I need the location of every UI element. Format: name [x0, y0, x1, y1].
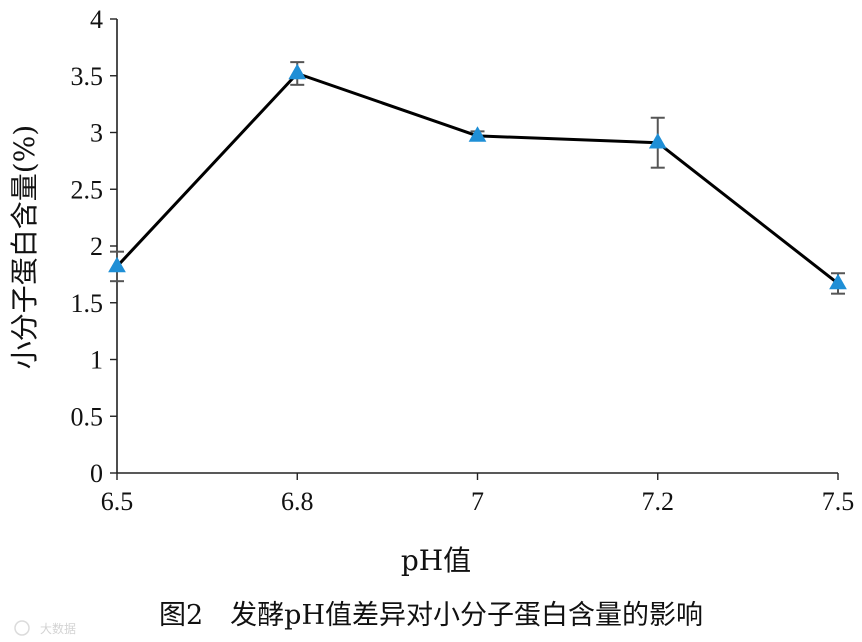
- x-tick-label: 6.5: [101, 487, 134, 516]
- data-point-marker: [288, 63, 307, 80]
- data-point-marker: [648, 133, 667, 149]
- x-tick-label: 6.8: [281, 487, 314, 516]
- y-tick-label: 3.5: [71, 62, 104, 91]
- watermark: 大数据: [14, 620, 76, 636]
- x-tick-label: 7.5: [822, 487, 855, 516]
- y-tick-label: 4: [90, 5, 103, 34]
- error-bar-group: [110, 61, 845, 295]
- data-point-marker: [829, 273, 847, 290]
- y-tick-label: 0.5: [71, 402, 104, 431]
- y-axis-title: 小分子蛋白含量(%): [8, 125, 41, 369]
- y-tick-label: 3: [90, 119, 103, 148]
- y-tick-label: 2.5: [71, 175, 104, 204]
- data-marker-group: [108, 63, 847, 290]
- x-axis-ticks: 6.5 6.8 7 7.2 7.5: [101, 473, 855, 516]
- x-axis-title: pH值: [401, 544, 471, 577]
- y-axis-ticks: 0 0.5 1 1.5 2 2.5 3 3.5 4: [71, 5, 117, 488]
- y-tick-label: 0: [90, 459, 103, 488]
- chart-axes: [116, 19, 838, 474]
- data-point-marker: [468, 126, 487, 142]
- x-tick-label: 7: [471, 487, 484, 516]
- figure-caption: 图2 发酵pH值差异对小分子蛋白含量的影响: [159, 600, 703, 631]
- data-point-marker: [108, 256, 126, 273]
- y-tick-label: 2: [90, 232, 103, 261]
- watermark-logo-icon: [14, 620, 30, 636]
- x-tick-label: 7.2: [642, 487, 675, 516]
- watermark-text: 大数据: [40, 621, 76, 636]
- y-tick-label: 1.5: [71, 289, 104, 318]
- y-tick-label: 1: [90, 346, 103, 375]
- series-line-group: [115, 71, 839, 285]
- series-line: [115, 71, 839, 285]
